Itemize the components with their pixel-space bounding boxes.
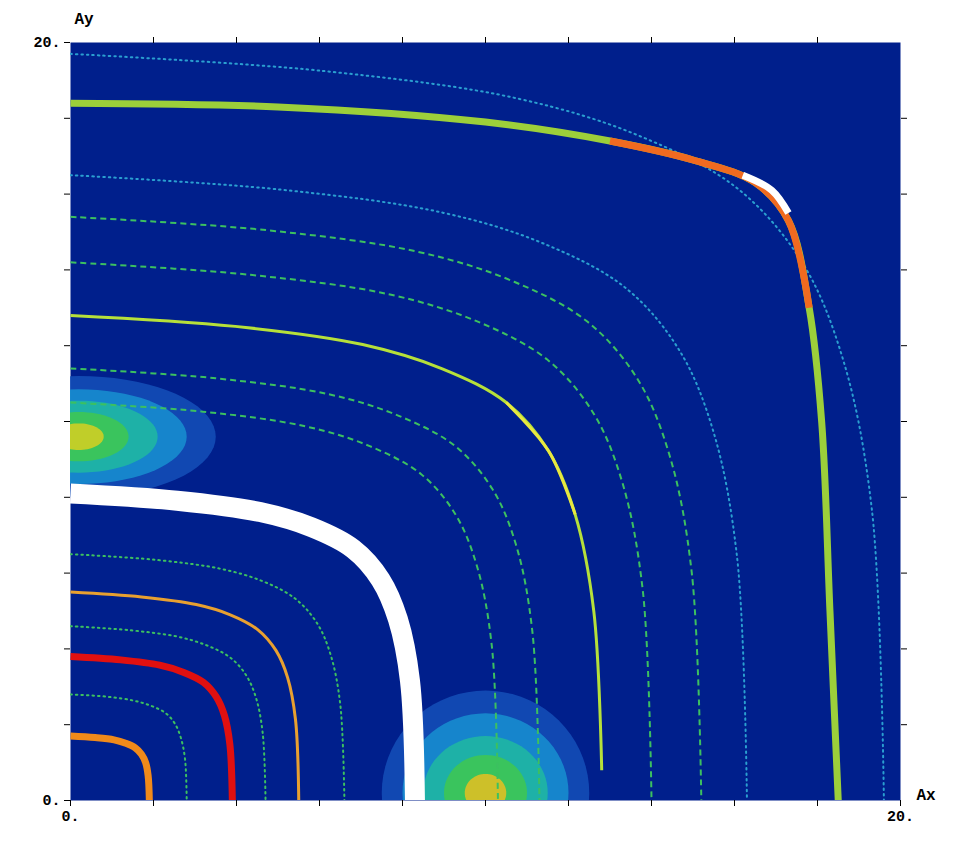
svg-text:0.: 0. [61, 809, 79, 826]
svg-text:20.: 20. [887, 809, 914, 826]
svg-text:20.: 20. [33, 35, 60, 52]
svg-text:0.: 0. [42, 793, 60, 810]
svg-text:Ax: Ax [917, 787, 937, 805]
svg-text:Ay: Ay [75, 11, 95, 29]
